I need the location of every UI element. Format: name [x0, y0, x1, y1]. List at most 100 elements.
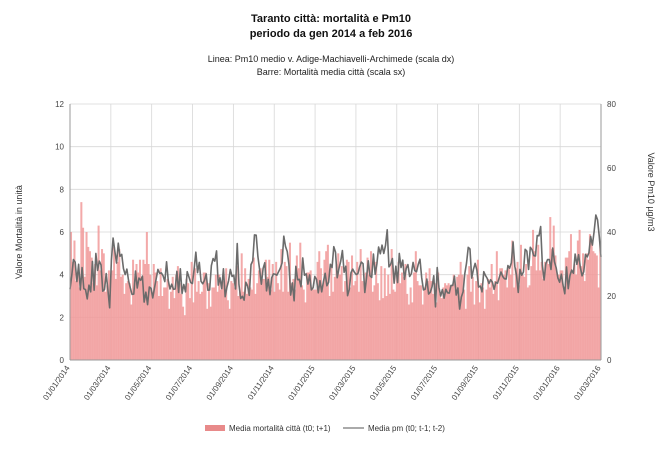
mortality-bar: [376, 283, 379, 360]
x-tick-labels: 01/01/2014 01/03/2014 01/05/2014 01/07/2014…: [41, 364, 603, 402]
mortality-bar: [201, 291, 204, 360]
mortality-bar: [144, 264, 147, 360]
mortality-bar: [547, 264, 550, 360]
mortality-bar: [494, 281, 497, 360]
mortality-bar: [180, 293, 183, 360]
mortality-bar: [456, 276, 459, 360]
mortality-bar: [109, 278, 112, 360]
right-tick-label: 0: [607, 356, 612, 365]
mortality-bar: [276, 283, 279, 360]
mortality-bar: [344, 281, 347, 360]
left-tick-label: 12: [55, 100, 64, 109]
bar-series: [70, 202, 602, 360]
mortality-bar: [373, 285, 376, 360]
mortality-bar: [182, 306, 185, 360]
mortality-bar: [335, 264, 338, 360]
mortality-bar: [251, 289, 254, 360]
mortality-bar: [104, 291, 107, 360]
mortality-bar: [114, 278, 117, 360]
mortality-bar: [469, 291, 472, 360]
mortality-bar: [254, 293, 257, 360]
mortality-bar: [478, 302, 481, 360]
mortality-bar: [185, 278, 188, 360]
mortality-bar: [232, 283, 235, 360]
mortality-bar: [202, 272, 205, 360]
mortality-bar: [230, 281, 233, 360]
mortality-bar: [466, 274, 469, 360]
mortality-bar: [454, 289, 457, 360]
mortality-bar: [209, 306, 212, 360]
mortality-bar: [561, 270, 564, 360]
mortality-bar: [525, 264, 528, 360]
mortality-bar: [573, 264, 576, 360]
mortality-bar: [449, 285, 452, 360]
mortality-bar: [188, 298, 191, 360]
mortality-bar: [342, 291, 345, 360]
mortality-bar: [538, 270, 541, 360]
mortality-bar: [549, 217, 552, 360]
mortality-bar: [309, 270, 312, 360]
mortality-bar: [107, 270, 110, 360]
mortality-bar: [199, 293, 202, 360]
left-tick-label: 0: [60, 356, 65, 365]
mortality-bar: [563, 289, 566, 360]
mortality-bar: [501, 268, 504, 360]
mortality-bar: [435, 302, 438, 360]
mortality-bar: [511, 240, 514, 360]
mortality-bar: [516, 261, 519, 360]
mortality-bar: [461, 274, 464, 360]
mortality-bar: [483, 308, 486, 360]
mortality-bar: [464, 308, 467, 360]
left-y-tick-labels: 0 2 4 6 8 10 12: [55, 100, 64, 365]
mortality-bar: [592, 251, 595, 360]
mortality-bar: [571, 270, 574, 360]
mortality-bar: [380, 266, 383, 360]
mortality-bar: [585, 253, 588, 360]
mortality-bar: [383, 268, 386, 360]
mortality-bar: [195, 291, 198, 360]
mortality-bar: [499, 268, 502, 360]
mortality-bar: [137, 272, 140, 360]
line-caption: Linea: Pm10 medio v. Adige-Machiavelli-A…: [208, 54, 454, 64]
mortality-bar: [128, 283, 131, 360]
x-tick-label: 01/03/2016: [572, 364, 603, 402]
mortality-bar: [171, 276, 174, 360]
mortality-bar: [447, 283, 450, 360]
mortality-bar: [578, 229, 581, 360]
mortality-bar: [419, 285, 422, 360]
mortality-bar: [595, 255, 598, 360]
mortality-bar: [183, 315, 186, 360]
mortality-bar: [444, 283, 447, 360]
chart-title: Taranto città: mortalità e Pm10: [251, 13, 411, 25]
left-tick-label: 2: [60, 313, 65, 322]
mortality-bar: [390, 249, 393, 360]
mortality-bar: [297, 268, 300, 360]
mortality-bar: [504, 270, 507, 360]
mortality-bar: [123, 293, 126, 360]
mortality-bar: [113, 246, 116, 360]
mortality-bar: [337, 253, 340, 360]
mortality-bar: [120, 276, 123, 360]
mortality-bar: [161, 296, 164, 360]
mortality-bar: [83, 276, 86, 360]
mortality-bar: [328, 296, 331, 360]
mortality-bar: [392, 289, 395, 360]
mortality-bar: [521, 274, 524, 360]
mortality-bar: [295, 255, 298, 360]
x-tick-label: 01/05/2015: [368, 364, 399, 402]
mortality-bar: [433, 283, 436, 360]
mortality-bar: [445, 285, 448, 360]
mortality-bar: [426, 281, 429, 360]
line-series: [69, 214, 602, 310]
mortality-bar: [126, 281, 129, 360]
mortality-bar: [237, 296, 240, 360]
mortality-bar: [233, 287, 236, 360]
mortality-bar: [351, 255, 354, 360]
mortality-bar: [364, 272, 367, 360]
mortality-bar: [207, 283, 210, 360]
mortality-bar: [173, 298, 176, 360]
mortality-bar: [101, 249, 104, 360]
mortality-bar: [432, 293, 435, 360]
mortality-bar: [149, 274, 152, 360]
mortality-bar: [132, 259, 135, 360]
